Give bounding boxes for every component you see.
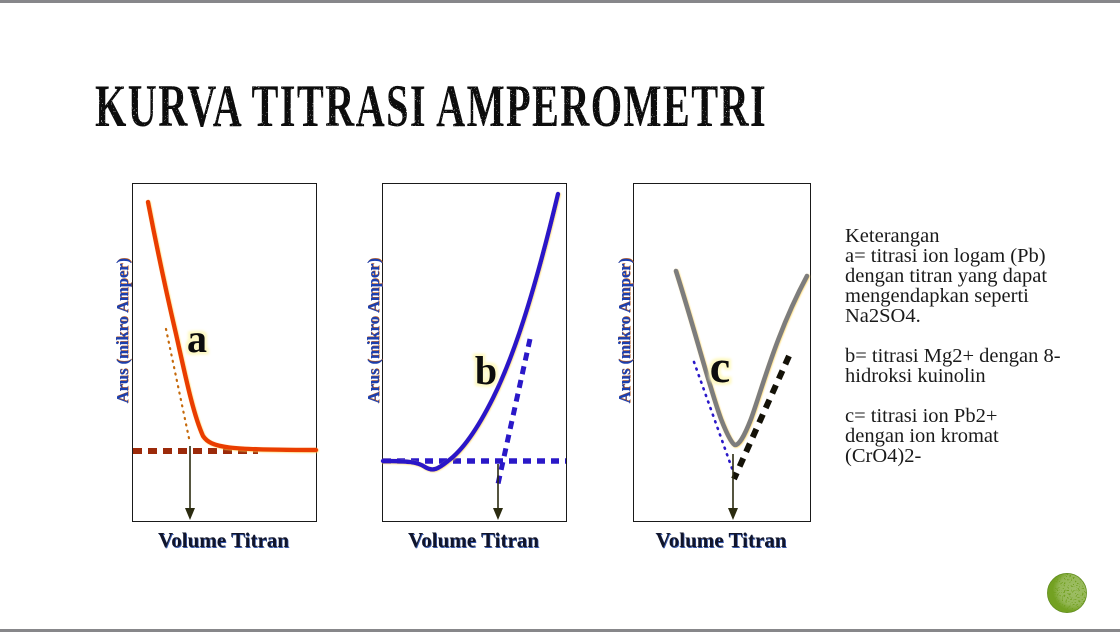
svg-text:a: a <box>187 316 207 361</box>
svg-text:KURVA TITRASI AMPEROMETRI: KURVA TITRASI AMPEROMETRI <box>95 73 767 139</box>
svg-text:b: b <box>475 348 497 393</box>
svg-text:c: c <box>710 341 730 392</box>
